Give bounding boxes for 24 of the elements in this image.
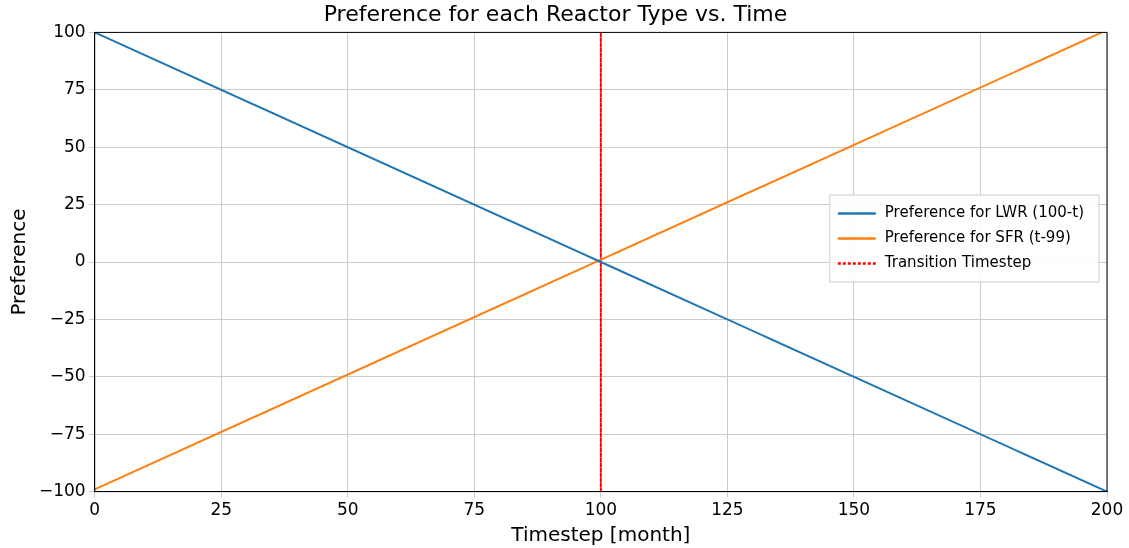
x-tick-label: 125 (711, 499, 744, 520)
x-tick-label: 175 (964, 499, 997, 520)
y-tick-label: −50 (49, 365, 86, 386)
y-tick-label: −100 (38, 480, 86, 501)
y-tick-label: 0 (74, 250, 86, 271)
x-tick-label: 75 (463, 499, 486, 520)
legend-label: Transition Timestep (883, 253, 1032, 272)
chart-title: Preference for each Reactor Type vs. Time (323, 0, 788, 26)
y-tick-label: 100 (53, 20, 86, 41)
y-tick-label: −75 (49, 422, 86, 443)
y-tick-label: 75 (64, 78, 86, 99)
legend-label: Preference for LWR (100-t) (884, 203, 1085, 222)
y-axis-title: Preference (6, 208, 31, 316)
x-tick-label: 200 (1090, 499, 1124, 520)
y-tick-label: 25 (64, 193, 86, 214)
x-tick-label: 50 (336, 499, 359, 520)
y-tick-label: 50 (64, 135, 86, 156)
legend-label: Preference for SFR (t-99) (884, 228, 1071, 247)
y-tick-label: −25 (49, 307, 86, 328)
x-tick-label: 150 (837, 499, 871, 520)
x-tick-label: 100 (584, 499, 618, 520)
x-tick-label: 0 (89, 499, 101, 520)
x-axis-title: Timestep [month] (510, 522, 691, 547)
x-tick-label: 25 (210, 499, 233, 520)
